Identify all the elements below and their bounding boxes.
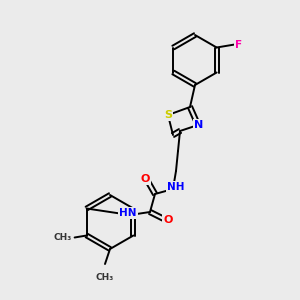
- Text: F: F: [235, 40, 242, 50]
- Text: CH₃: CH₃: [96, 272, 114, 281]
- Text: N: N: [194, 120, 204, 130]
- Text: NH: NH: [167, 182, 185, 192]
- Text: HN: HN: [119, 208, 137, 218]
- Text: O: O: [140, 174, 150, 184]
- Text: S: S: [164, 110, 172, 120]
- Text: CH₃: CH₃: [53, 233, 72, 242]
- Text: O: O: [163, 215, 173, 225]
